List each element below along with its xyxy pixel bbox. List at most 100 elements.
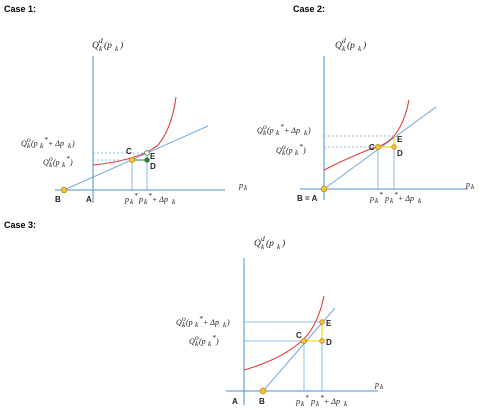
svg-text:k: k [301, 399, 305, 408]
svg-text:p: p [238, 181, 243, 190]
svg-text:Q: Q [335, 41, 342, 51]
svg-text:d: d [99, 36, 103, 45]
svg-text:k: k [62, 160, 66, 169]
case-2-x-label-pk: p k * [369, 190, 383, 205]
svg-text:p: p [295, 397, 300, 406]
svg-text:): ) [71, 139, 75, 148]
svg-text:(p: (p [104, 40, 112, 51]
svg-text:): ) [281, 238, 285, 249]
svg-text:d: d [261, 234, 265, 243]
svg-text:k: k [49, 160, 53, 169]
case-1-point-e-marker [144, 150, 150, 156]
case-3-diagram: Case 3: Q k d (p k ) C E D A B Q k [4, 220, 384, 408]
svg-text:k: k [244, 183, 248, 192]
case-2-label-c: C [369, 143, 375, 152]
svg-text:k: k [375, 196, 379, 205]
case-3-label-b: B [259, 397, 265, 406]
svg-text:Q: Q [257, 126, 263, 135]
svg-text:): ) [302, 146, 306, 155]
case-3-point-e-marker [319, 319, 325, 325]
case-1-label-b: B [55, 195, 61, 204]
svg-text:k: k [144, 197, 148, 206]
case-1-axis-label: p k [238, 181, 248, 192]
svg-text:*: * [44, 135, 48, 144]
svg-text:Q: Q [92, 41, 99, 51]
case-1-x-label-pk-delta: p k * + Δp k [138, 191, 176, 206]
svg-text:k: k [316, 399, 320, 408]
case-1-label-d: D [150, 162, 156, 171]
svg-text:k: k [263, 128, 267, 137]
svg-text:o: o [49, 154, 53, 163]
svg-text:*: * [66, 154, 70, 163]
case-1-demand-label: Q k d (p k ) [92, 36, 123, 53]
svg-text:k: k [344, 399, 348, 408]
svg-text:Q: Q [21, 139, 27, 148]
svg-text:k: k [27, 141, 31, 150]
svg-text:p: p [374, 380, 379, 389]
svg-text:+ Δp: + Δp [398, 194, 414, 203]
case-3-label-e: E [326, 319, 332, 328]
svg-text:Q: Q [276, 146, 282, 155]
svg-text:k: k [276, 128, 280, 137]
svg-text:*: * [280, 122, 284, 131]
svg-text:k: k [390, 196, 394, 205]
svg-text:(p: (p [267, 126, 274, 135]
case-3-label-c: C [296, 331, 302, 340]
svg-text:p: p [369, 194, 374, 203]
case-1-label-a: A [86, 195, 92, 204]
svg-text:(p: (p [347, 40, 355, 51]
case-1-point-c [128, 156, 135, 163]
case-2-label-d: D [397, 149, 403, 158]
svg-text:k: k [282, 148, 286, 157]
svg-text:Q: Q [254, 239, 261, 249]
svg-text:k: k [130, 197, 134, 206]
case-3-label-d: D [326, 338, 332, 347]
case-2-supply-label-upper: Q k o (p k * + Δp k ) [257, 122, 311, 137]
svg-text:(p: (p [53, 158, 60, 167]
svg-text:k: k [380, 382, 384, 391]
svg-text:): ) [119, 40, 123, 51]
case-2-demand-label: Q k d (p k ) [335, 36, 366, 53]
case-3-supply-label-lower: Q k o (p k * ) [189, 333, 219, 348]
case-2-diagram: Case 2: Q k d (p k ) C E D B = A Q k o [257, 4, 475, 205]
svg-text:d: d [342, 36, 346, 45]
case-2-x-label-pk-delta: p k * + Δp k [384, 190, 422, 205]
case-1-supply-label-upper: Q k o (p k * + Δp k ) [21, 135, 75, 150]
svg-text:k: k [295, 148, 299, 157]
case-3-demand-curve [243, 295, 325, 371]
svg-text:k: k [195, 320, 199, 329]
svg-text:k: k [182, 320, 186, 329]
case-2-label-ba: B = A [297, 194, 318, 203]
svg-text:+ Δp: + Δp [152, 195, 168, 204]
case-2-label-e: E [397, 135, 403, 144]
svg-text:k: k [68, 141, 72, 150]
svg-text:): ) [362, 40, 366, 51]
svg-text:*: * [379, 190, 383, 199]
svg-text:+ Δp: + Δp [324, 397, 340, 406]
case-3-axis-label: p k [374, 380, 384, 391]
case-1-point-b [60, 186, 68, 194]
svg-text:p: p [138, 195, 143, 204]
case-2-point-c [374, 143, 381, 150]
case-2-point-ba [320, 185, 328, 193]
svg-text:o: o [27, 135, 31, 144]
svg-text:k: k [195, 339, 199, 348]
svg-text:Q: Q [189, 337, 195, 346]
svg-text:o: o [282, 142, 286, 151]
svg-text:k: k [358, 44, 362, 53]
svg-text:o: o [263, 122, 267, 131]
svg-text:k: k [99, 44, 103, 53]
case-2-title: Case 2: [293, 4, 325, 14]
svg-text:): ) [226, 318, 230, 327]
svg-text:p: p [310, 397, 315, 406]
svg-text:*: * [299, 142, 303, 151]
case-3-title: Case 3: [4, 220, 36, 230]
svg-text:k: k [304, 128, 308, 137]
case-3-x-label-pk-delta: p k * + Δp k [310, 393, 348, 408]
case-3-point-b [259, 387, 267, 395]
case-3-x-label-pk: p k * [295, 393, 309, 408]
svg-text:k: k [471, 182, 475, 191]
case-1-title: Case 1: [4, 4, 36, 14]
svg-text:k: k [418, 196, 422, 205]
